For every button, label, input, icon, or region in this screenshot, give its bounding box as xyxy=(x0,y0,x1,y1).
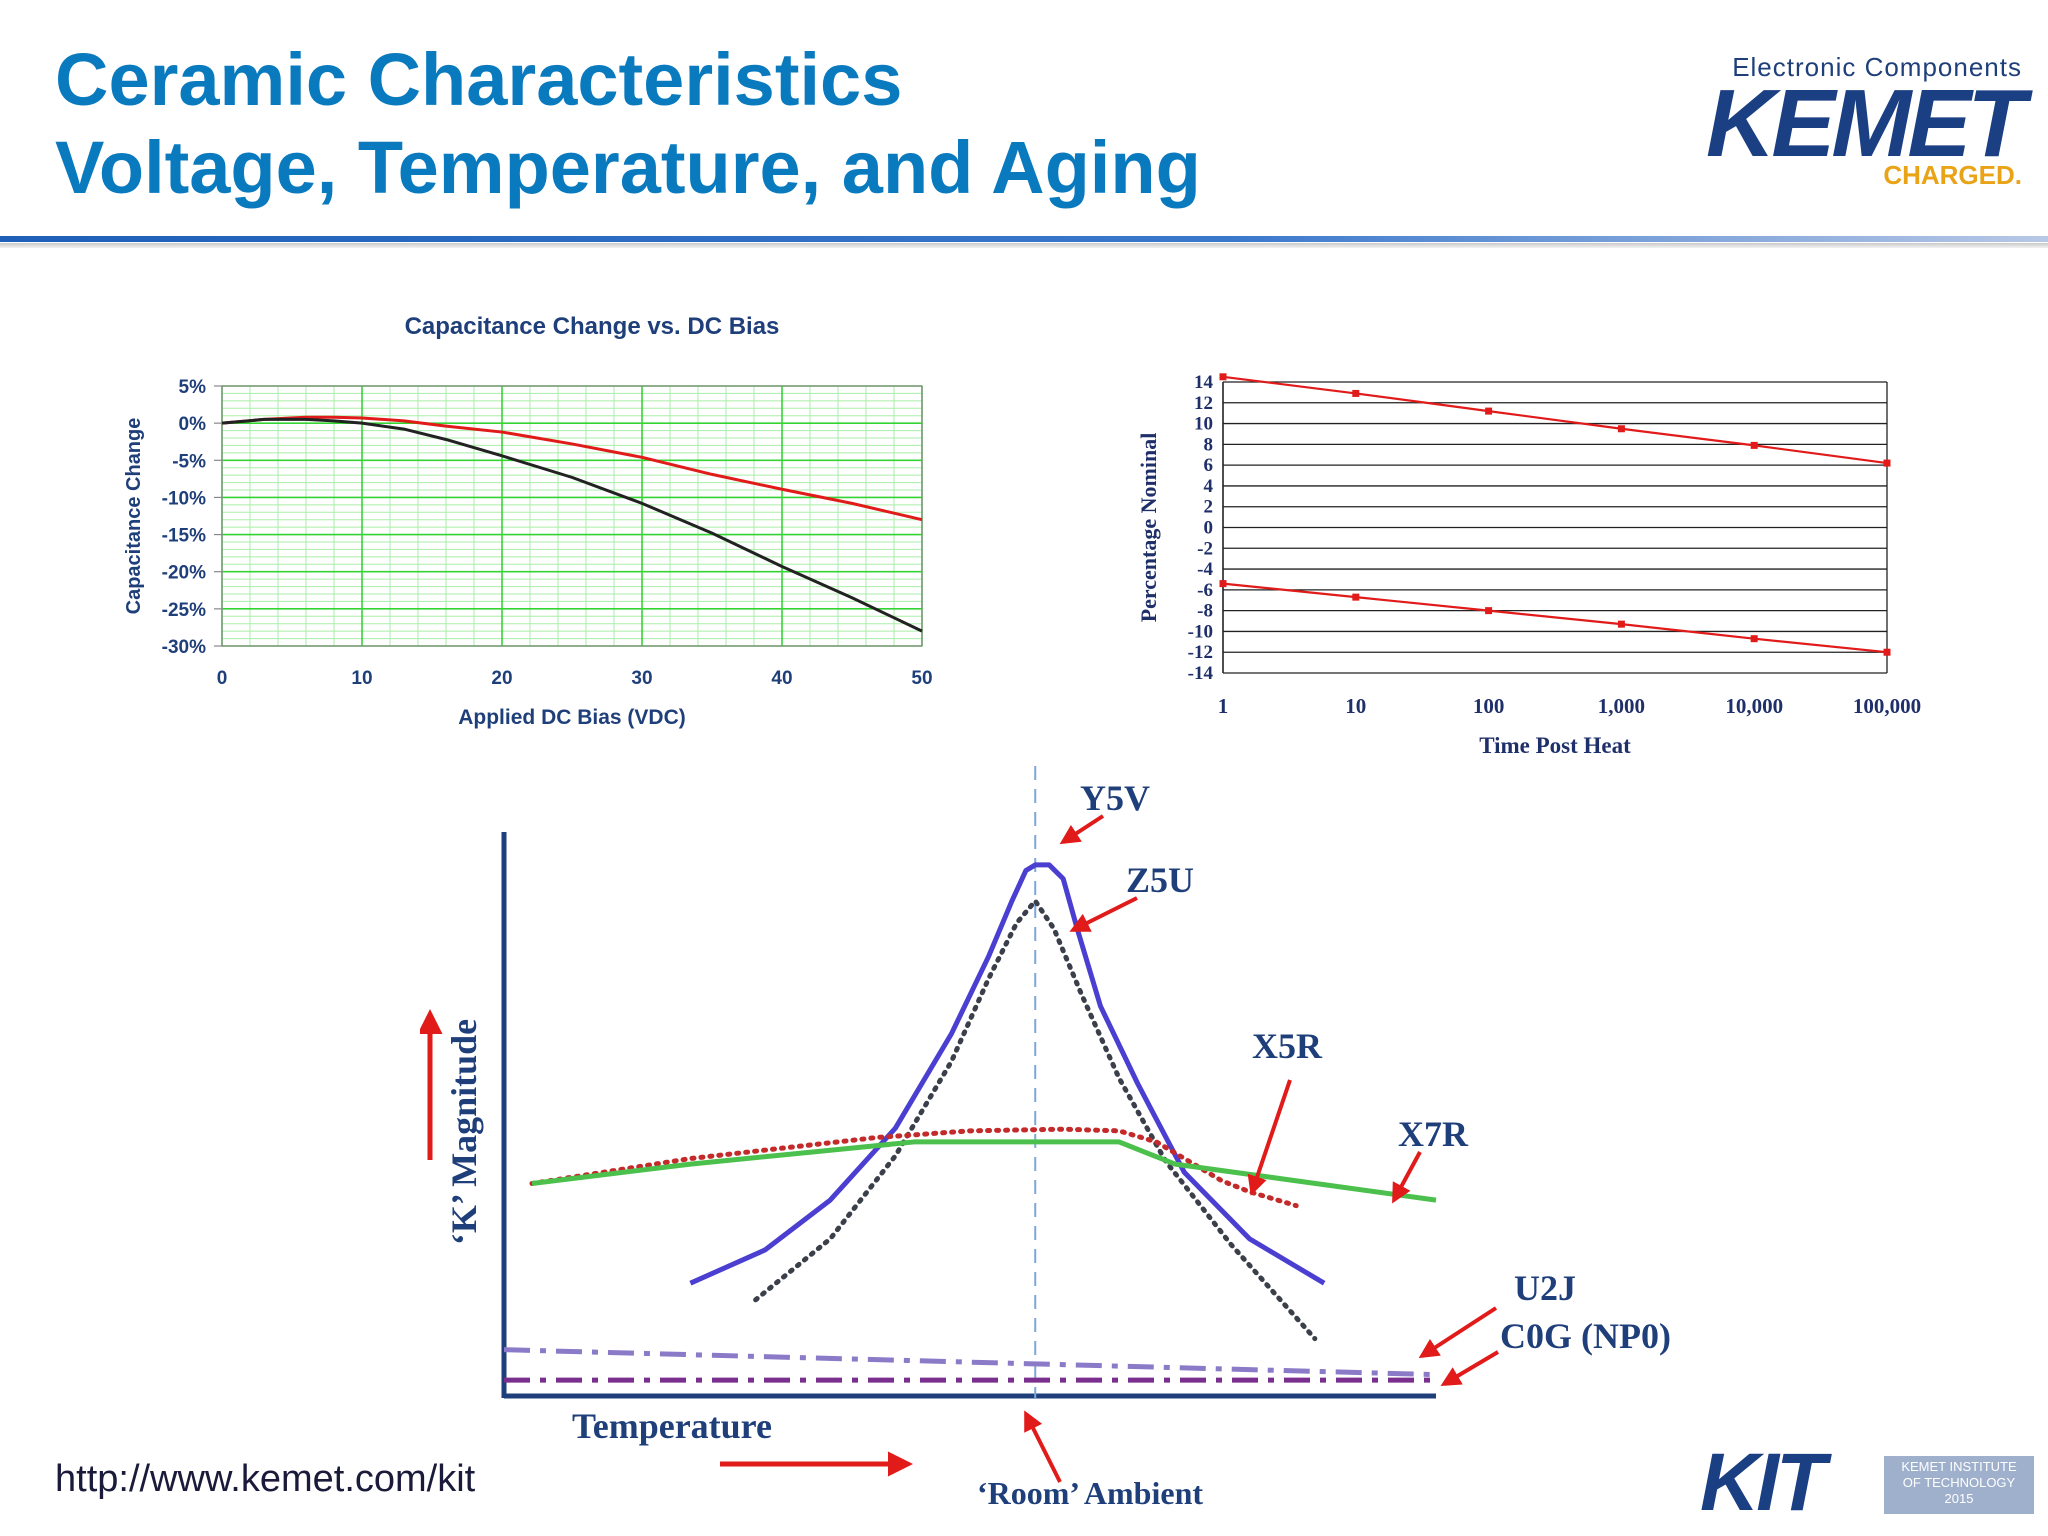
x-tick-label: 0 xyxy=(217,668,228,689)
y-tick-label: 0 xyxy=(1204,518,1214,539)
y-tick-label: 10 xyxy=(1194,414,1213,435)
title-line-1: Ceramic Characteristics xyxy=(55,38,903,121)
kit-sub-3: 2015 xyxy=(1944,1491,1974,1506)
y-tick-label: -8 xyxy=(1197,601,1213,622)
y-tick-label: -6 xyxy=(1197,580,1213,601)
logo-brand: KEMET xyxy=(1706,70,2026,177)
pointer-arrow xyxy=(1247,1079,1292,1196)
y-tick-label: -10% xyxy=(162,488,206,509)
y-tick-label: -5% xyxy=(172,451,206,472)
data-point-lower xyxy=(1617,620,1625,628)
series-line-y5v xyxy=(689,862,1326,1286)
y-tick-label: -2 xyxy=(1197,538,1213,559)
x-tick-label: 1,000 xyxy=(1598,694,1645,718)
series-label-u2j: U2J xyxy=(1514,1268,1576,1308)
room-ambient-label: ‘Room’ Ambient xyxy=(977,1475,1203,1511)
x-tick-label: 10,000 xyxy=(1725,694,1783,718)
y-tick-label: -25% xyxy=(162,600,206,621)
header-divider-shadow xyxy=(0,243,2048,248)
series-line-u2j xyxy=(503,1347,1437,1378)
x-tick-label: 100,000 xyxy=(1853,694,1921,718)
plot-area xyxy=(222,386,922,646)
data-point-lower xyxy=(1352,593,1360,601)
plot-frame xyxy=(221,385,923,647)
data-point-upper xyxy=(1750,441,1758,449)
y-tick-label: 6 xyxy=(1204,455,1214,476)
y-tick-label: 4 xyxy=(1204,476,1214,497)
header-divider xyxy=(0,236,2048,242)
series-label-x5r: X5R xyxy=(1252,1026,1323,1066)
x-tick-label: 10 xyxy=(351,668,372,689)
series-line-x5r xyxy=(529,1126,1299,1209)
series-label-z5u: Z5U xyxy=(1126,860,1194,900)
data-point-lower xyxy=(1485,607,1493,615)
y-tick-label: -20% xyxy=(162,563,206,584)
y-tick-label: 8 xyxy=(1204,434,1214,455)
y-tick-label: 5% xyxy=(179,377,207,398)
series-label-c0gnp0: C0G (NP0) xyxy=(1500,1316,1671,1356)
kit-sub-2: OF TECHNOLOGY xyxy=(1902,1475,2016,1490)
data-point-lower xyxy=(1883,648,1891,656)
series-line-black xyxy=(221,417,923,633)
k-axis-label: ‘K’ Magnitude xyxy=(444,1019,484,1245)
kit-sub-1: KEMET INSTITUTE xyxy=(1901,1459,2017,1474)
data-point-upper xyxy=(1485,407,1493,415)
data-point-upper xyxy=(1352,389,1360,397)
kit-brand: KIT xyxy=(1700,1437,1826,1528)
y-tick-label: 12 xyxy=(1194,393,1213,414)
y-tick-label: 2 xyxy=(1204,497,1214,518)
y-tick-label: -12 xyxy=(1188,642,1213,663)
y-tick-label: -15% xyxy=(162,526,206,547)
logo-slogan: CHARGED. xyxy=(1883,160,2022,190)
pointer-arrow xyxy=(1069,896,1138,932)
x-axis-label: Time Post Heat xyxy=(1479,733,1631,758)
y-tick-label: -10 xyxy=(1188,621,1213,642)
chart-title: Capacitance Change vs. DC Bias xyxy=(405,313,780,340)
x-tick-label: 10 xyxy=(1345,694,1366,718)
series-label-x7r: X7R xyxy=(1398,1114,1469,1154)
footer-url[interactable]: http://www.kemet.com/kit xyxy=(55,1458,476,1500)
x-tick-label: 20 xyxy=(491,668,512,689)
series-line-upper xyxy=(1222,375,1888,465)
data-point-lower xyxy=(1750,635,1758,643)
y-tick-label: 0% xyxy=(179,414,207,435)
x-axis-label: Applied DC Bias (VDC) xyxy=(458,706,686,729)
series-line-red xyxy=(221,415,923,522)
y-tick-label: -30% xyxy=(162,637,206,658)
y-tick-label: -4 xyxy=(1197,559,1213,580)
pointer-arrow xyxy=(1059,814,1105,845)
series-label-y5v: Y5V xyxy=(1080,778,1150,818)
k-temperature-chart: Y5V Z5U X5R X7R U2J C0G (NP0) ‘K’ Magnitude Tem… xyxy=(420,766,1671,1511)
x-tick-label: 30 xyxy=(631,668,652,689)
kemet-logo: Electronic Components KEMET CHARGED. xyxy=(1690,52,2030,202)
data-point-upper xyxy=(1617,425,1625,433)
pointer-arrow xyxy=(1392,1151,1422,1204)
temperature-label: Temperature xyxy=(572,1406,772,1446)
series-line-x7r xyxy=(531,1139,1437,1203)
page-title: Ceramic Characteristics Voltage, Tempera… xyxy=(55,36,1201,212)
x-tick-label: 100 xyxy=(1473,694,1505,718)
x-tick-label: 50 xyxy=(911,668,932,689)
y-axis-label: Capacitance Change xyxy=(123,418,145,615)
logo-tagline: Electronic Components xyxy=(1732,52,2022,82)
series-line-lower xyxy=(1222,582,1888,654)
dc-bias-chart: 5% 0% -5% -10% -15% -20% -25% -30% 0 10 20 30 40 50 Ca… xyxy=(123,313,933,729)
pointer-arrow xyxy=(1418,1306,1498,1359)
x-tick-label: 1 xyxy=(1218,694,1229,718)
y-tick-label: -14 xyxy=(1188,663,1214,684)
pointer-arrow xyxy=(1440,1350,1500,1387)
data-point-upper xyxy=(1219,373,1227,381)
title-line-2: Voltage, Temperature, and Aging xyxy=(55,126,1201,209)
kit-logo: KIT KEMET INSTITUTE OF TECHNOLOGY 2015 xyxy=(1700,1442,2040,1524)
room-ambient-arrow xyxy=(1024,1410,1062,1483)
data-point-lower xyxy=(1219,580,1227,588)
kit-subtitle: KEMET INSTITUTE OF TECHNOLOGY 2015 xyxy=(1884,1456,2034,1514)
data-point-upper xyxy=(1883,459,1891,467)
x-tick-label: 40 xyxy=(771,668,792,689)
y-axis-label: Percentage Nominal xyxy=(1136,433,1161,623)
y-tick-label: 14 xyxy=(1194,372,1214,393)
